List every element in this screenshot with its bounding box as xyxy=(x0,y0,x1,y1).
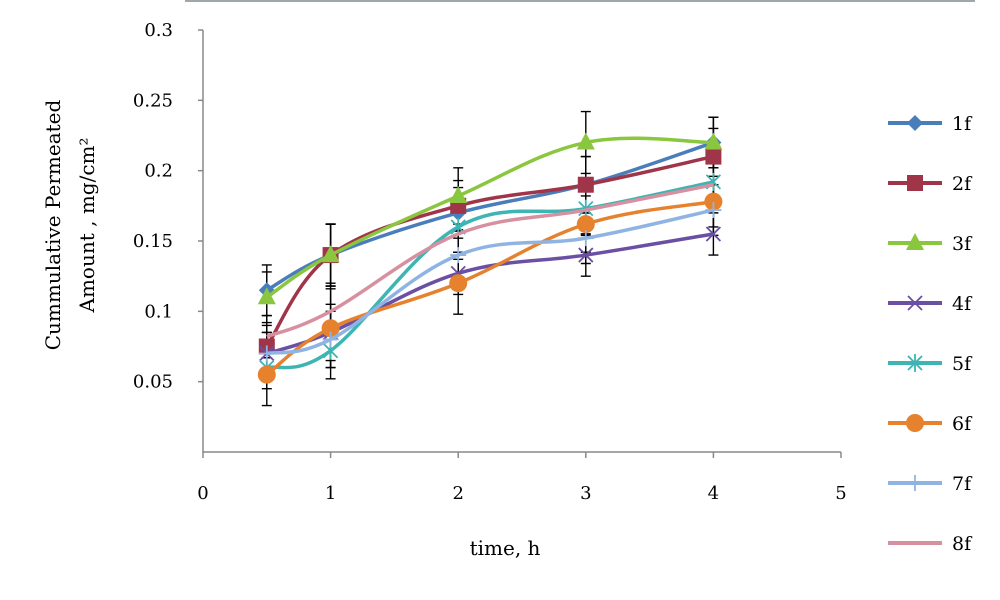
legend-label: 5f xyxy=(952,353,973,375)
legend: 1f 2f 3f 4f 5f 6f 7f 8f xyxy=(888,113,973,555)
y-tick-label: 0.3 xyxy=(144,20,173,41)
x-axis-title: time, h xyxy=(470,536,541,560)
data-point-6f xyxy=(257,365,276,384)
tick-labels: 0.05 0.1 0.15 0.2 0.25 0.3 0 1 2 3 4 5 xyxy=(133,20,847,504)
series-lines xyxy=(257,132,723,384)
legend-marker xyxy=(907,354,923,372)
data-point-7f xyxy=(450,247,467,264)
data-point-7f xyxy=(258,345,275,362)
plot-area xyxy=(257,110,723,407)
legend-item-6f: 6f xyxy=(888,413,973,435)
legend-item-3f: 3f xyxy=(888,233,973,255)
legend-label: 7f xyxy=(952,473,973,495)
y-axis-title: Cummulative Permeated Amount , mg/cm² xyxy=(41,100,99,351)
x-tick-label: 1 xyxy=(325,483,336,504)
legend-marker xyxy=(907,175,923,191)
series-3f xyxy=(257,132,723,305)
legend-item-2f: 2f xyxy=(888,173,973,195)
legend-label: 8f xyxy=(952,533,973,555)
legend-label: 2f xyxy=(952,173,973,195)
legend-marker xyxy=(907,115,923,131)
legend-label: 1f xyxy=(952,113,973,135)
legend-label: 4f xyxy=(952,293,973,315)
legend-item-4f: 4f xyxy=(888,293,973,315)
x-tick-label: 2 xyxy=(452,483,463,504)
x-tick-label: 4 xyxy=(708,483,719,504)
y-tick-label: 0.1 xyxy=(144,301,173,322)
y-axis-title-line1: Cummulative Permeated xyxy=(41,100,65,351)
data-point-3f xyxy=(704,132,723,150)
x-tick-label: 0 xyxy=(197,483,208,504)
legend-item-8f: 8f xyxy=(888,533,973,555)
data-point-3f xyxy=(257,287,276,305)
series-8f xyxy=(266,183,714,339)
series-line-4f xyxy=(266,232,714,356)
data-point-6f xyxy=(449,274,468,293)
x-tick-label: 5 xyxy=(835,483,846,504)
y-axis-title-line2: Amount , mg/cm² xyxy=(75,137,99,313)
data-point-6f xyxy=(321,319,340,338)
series-line-3f xyxy=(265,136,714,299)
y-tick-label: 0.15 xyxy=(133,231,173,252)
series-line-8f xyxy=(266,183,714,339)
series-7f xyxy=(258,202,722,362)
data-point-2f xyxy=(705,148,722,165)
axes xyxy=(198,29,842,458)
data-point-3f xyxy=(321,245,340,263)
legend-item-1f: 1f xyxy=(888,113,973,135)
legend-marker xyxy=(907,295,923,311)
data-point-2f xyxy=(577,176,594,193)
data-point-4f xyxy=(578,247,594,263)
data-point-6f xyxy=(576,215,595,234)
data-point-7f xyxy=(577,230,594,247)
legend-marker xyxy=(906,414,924,432)
y-tick-label: 0.25 xyxy=(133,90,173,111)
y-tick-label: 0.05 xyxy=(133,372,173,393)
data-point-3f xyxy=(576,132,595,150)
legend-item-5f: 5f xyxy=(888,353,973,375)
data-point-7f xyxy=(705,202,722,219)
legend-marker xyxy=(906,233,924,250)
data-point-6f xyxy=(704,192,723,211)
y-tick-label: 0.2 xyxy=(144,161,173,182)
data-point-3f xyxy=(449,185,468,203)
legend-marker xyxy=(907,475,923,491)
data-point-4f xyxy=(705,226,722,242)
legend-label: 3f xyxy=(952,233,973,255)
data-point-7f xyxy=(322,331,339,348)
series-6f xyxy=(257,192,723,384)
legend-label: 6f xyxy=(952,413,973,435)
x-tick-label: 3 xyxy=(580,483,591,504)
legend-item-7f: 7f xyxy=(888,473,973,495)
